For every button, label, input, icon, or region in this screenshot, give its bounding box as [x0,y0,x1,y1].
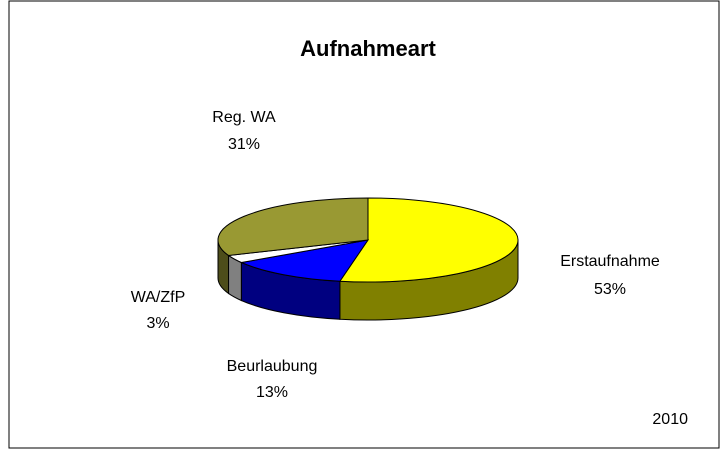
slice-value-label: 53% [594,281,626,298]
slice-label: Erstaufnahme [560,253,660,270]
slice-label: Beurlaubung [227,358,318,375]
slice [239,239,370,282]
slice-side [228,254,242,302]
slice [217,197,369,256]
slice-value-label: 3% [146,315,169,332]
slice [338,197,519,283]
annotation: 2010 [652,411,688,428]
chart-title: Aufnahmeart [300,36,436,61]
slice-label: WA/ZfP [131,289,186,306]
slice-label: Reg. WA [212,109,276,126]
slice-value-label: 31% [228,136,260,153]
chart-border [8,0,720,449]
slice-value-label: 13% [256,384,288,401]
